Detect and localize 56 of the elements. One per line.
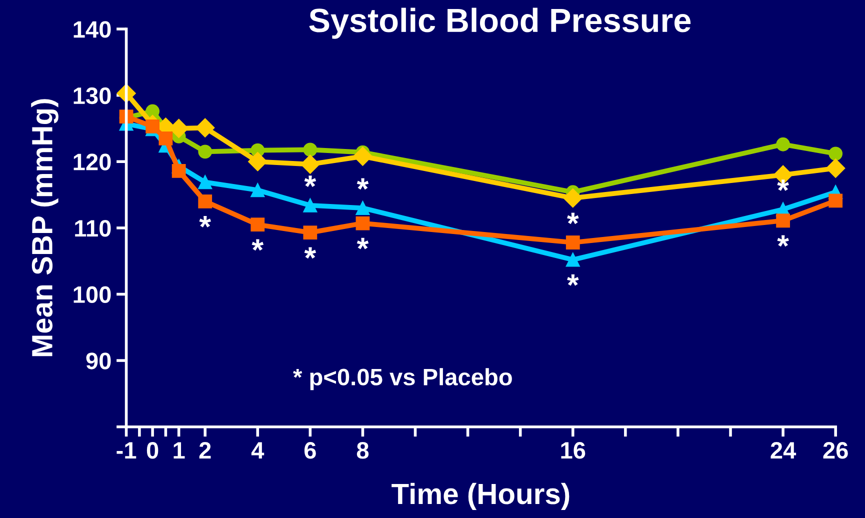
point bbox=[353, 146, 372, 166]
point bbox=[303, 142, 318, 157]
y-tick-label: 90 bbox=[86, 352, 111, 370]
x-axis-title: Time (Hours) bbox=[392, 482, 570, 510]
point bbox=[146, 120, 160, 134]
point bbox=[198, 144, 212, 159]
annotation: * bbox=[777, 180, 789, 191]
point bbox=[250, 218, 265, 232]
annotation: * bbox=[777, 235, 789, 247]
x-tick-label: 4 bbox=[251, 442, 264, 459]
x-tick-label: 6 bbox=[304, 442, 316, 459]
point bbox=[146, 104, 160, 118]
point bbox=[248, 152, 268, 172]
point bbox=[158, 131, 173, 146]
point bbox=[250, 183, 265, 198]
point bbox=[776, 137, 790, 152]
point bbox=[828, 146, 843, 161]
annotation: * bbox=[567, 274, 579, 286]
x-tick-label: -1 bbox=[116, 442, 136, 459]
point bbox=[303, 198, 318, 212]
point bbox=[300, 154, 320, 174]
point bbox=[198, 194, 212, 208]
point bbox=[196, 118, 215, 138]
x-tick-label: 26 bbox=[823, 442, 848, 459]
annotation: * bbox=[304, 247, 316, 259]
annotation: * bbox=[567, 212, 579, 224]
y-tick-label: 110 bbox=[75, 220, 111, 237]
annotation: * bbox=[356, 238, 369, 250]
annotation: * bbox=[356, 178, 369, 190]
point bbox=[826, 158, 846, 178]
point bbox=[356, 201, 370, 215]
x-tick-label: 2 bbox=[199, 442, 211, 459]
annotation: * bbox=[252, 239, 264, 251]
annotation: * p<0.05 vs Placebo bbox=[293, 368, 512, 390]
point bbox=[172, 164, 186, 178]
chart-title: Systolic Blood Pressure bbox=[309, 8, 691, 39]
x-tick-label: 8 bbox=[356, 442, 369, 459]
y-tick-label: 100 bbox=[74, 286, 111, 304]
y-axis-title: Mean SBP (mmHg) bbox=[31, 99, 58, 356]
point bbox=[356, 216, 370, 230]
point bbox=[198, 175, 212, 190]
x-tick-label: 16 bbox=[561, 442, 586, 459]
annotation: * bbox=[199, 216, 212, 228]
x-tick-label: 24 bbox=[770, 442, 796, 459]
annotation: * bbox=[304, 176, 316, 187]
y-tick-label: 140 bbox=[74, 21, 111, 38]
point bbox=[776, 214, 790, 228]
y-tick-label: 130 bbox=[74, 87, 111, 104]
point bbox=[828, 194, 843, 208]
x-tick-label: 0 bbox=[146, 442, 158, 459]
y-tick-label: 120 bbox=[74, 154, 111, 170]
x-tick-label: 1 bbox=[174, 442, 185, 459]
point bbox=[303, 226, 318, 240]
point bbox=[566, 252, 580, 267]
point bbox=[563, 188, 582, 208]
point bbox=[566, 236, 580, 250]
